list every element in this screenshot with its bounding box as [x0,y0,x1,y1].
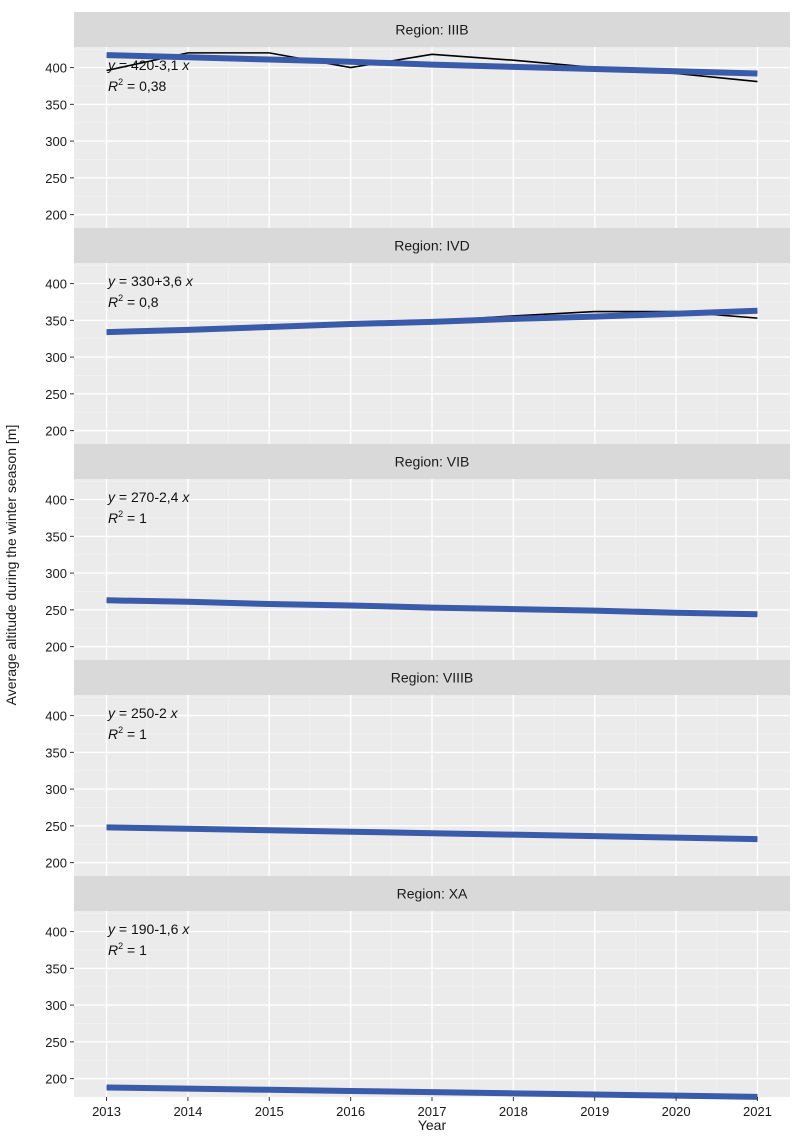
y-tick-label: 400 [45,709,67,724]
y-tick-label: 300 [45,350,67,365]
y-tick-label: 250 [45,171,67,186]
x-tick-label: 2018 [499,1104,528,1119]
trend-fit-line [106,597,758,618]
facet-panel-viiib: Region: VIIIB 200 250 300 350 400 y = 250-2 x R… [45,660,790,881]
regression-equation: y = 250-2 x [107,705,179,721]
y-tick-label: 400 [45,493,67,508]
facet-panel-iiib: Region: IIIB 200 250 300 350 400 y = 420-3,1 x… [45,12,790,233]
y-tick-label: 350 [45,97,67,112]
facet-strip-label: Region: IVD [394,238,469,254]
y-tick-label: 250 [45,1035,67,1050]
x-tick-label: 2014 [173,1104,202,1119]
facet-strip [74,660,790,695]
y-tick-label: 200 [45,1072,67,1087]
r-squared-label: R2 = 0,8 [108,293,159,310]
facet-strip-label: Region: VIB [395,454,470,470]
y-tick-label: 400 [45,925,67,940]
x-tick-label: 2020 [662,1104,691,1119]
y-tick-label: 400 [45,61,67,76]
regression-equation: y = 420-3,1 x [107,57,190,73]
trend-fit-line [106,824,758,843]
x-tick-label: 2016 [336,1104,365,1119]
y-tick-label: 250 [45,603,67,618]
x-tick-label: 2021 [743,1104,772,1119]
facet-strip-label: Region: IIIB [395,22,468,38]
facet-panel-ivd: Region: IVD 200 250 300 350 400 y = 330+3,6 x R… [45,228,790,449]
facet-strip [74,444,790,479]
facet-strip-label: Region: VIIIB [391,670,474,686]
trend-fit-line [106,1084,758,1100]
x-axis-title: Year [418,1117,447,1133]
regression-equation: y = 190-1,6 x [107,921,190,937]
x-tick-label: 2017 [418,1104,447,1119]
y-tick-label: 300 [45,782,67,797]
x-tick-label: 2015 [255,1104,284,1119]
y-tick-label: 400 [45,277,67,292]
trend-fit-line [106,307,758,336]
r-squared-label: R2 = 1 [108,725,147,742]
y-tick-label: 250 [45,387,67,402]
trend-fit-line [106,52,758,77]
x-tick-label: 2019 [580,1104,609,1119]
y-tick-label: 300 [45,998,67,1013]
regression-equation: y = 330+3,6 x [107,273,194,289]
r-squared-label: R2 = 0,38 [108,77,167,94]
facet-panel-xa: Region: XA 200 250 300 350 400 y = 190-1,6 x R2… [45,876,790,1100]
y-tick-label: 300 [45,566,67,581]
y-tick-label: 350 [45,961,67,976]
y-tick-label: 350 [45,529,67,544]
y-tick-label: 200 [45,856,67,871]
y-tick-label: 300 [45,134,67,149]
y-tick-label: 200 [45,208,67,223]
y-axis-title: Average altitude during the winter seaso… [3,425,19,706]
facet-strip [74,876,790,911]
facet-strip [74,12,790,47]
y-tick-label: 250 [45,819,67,834]
x-axis: 2013 2014 2015 2016 2017 2018 2019 2020 2021 [92,1097,772,1119]
facet-panels: Region: IIIB 200 250 300 350 400 y = 420-3,1 x… [45,12,790,1100]
r-squared-label: R2 = 1 [108,509,147,526]
facet-strip-label: Region: XA [397,886,468,902]
x-tick-label: 2013 [92,1104,121,1119]
y-tick-label: 350 [45,745,67,760]
y-tick-label: 200 [45,640,67,655]
r-squared-label: R2 = 1 [108,941,147,958]
y-tick-label: 200 [45,424,67,439]
facet-panel-vib: Region: VIB 200 250 300 350 400 y = 270-2,4 x R… [45,444,790,665]
y-tick-label: 350 [45,313,67,328]
regression-equation: y = 270-2,4 x [107,489,190,505]
facet-strip [74,228,790,263]
